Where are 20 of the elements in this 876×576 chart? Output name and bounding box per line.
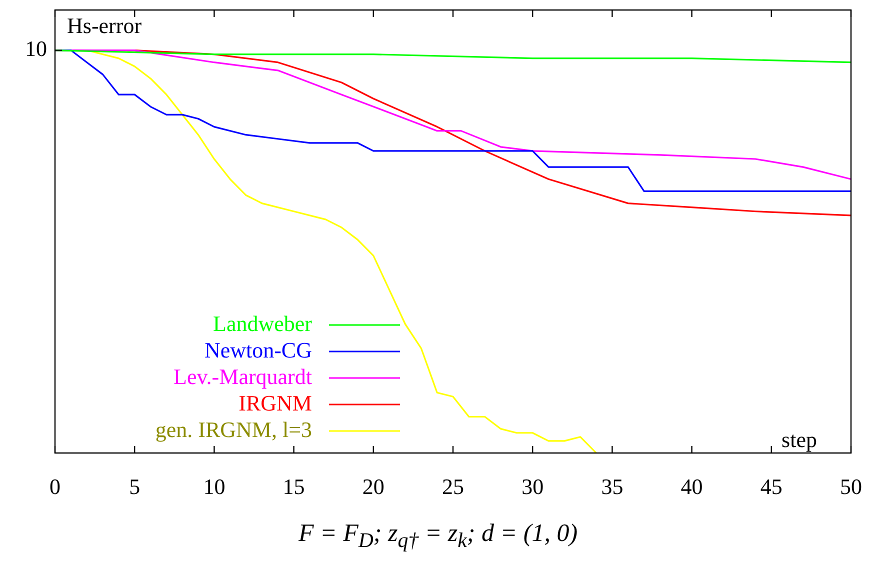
legend-label: Newton-CG (204, 337, 312, 362)
x-tick-label: 5 (129, 474, 140, 499)
x-tick-label: 30 (522, 474, 544, 499)
x-axis-title: step (782, 426, 817, 452)
text: 10 (25, 36, 47, 62)
text: F = F$_{D}$; z$_{q†}$ = z$_{k}$; d = (1, 0) (297, 520, 579, 553)
y-axis-title: Hs-error (67, 12, 142, 38)
legend-label: Landweber (213, 310, 313, 336)
x-tick-label: 10 (203, 474, 226, 499)
x-tick-label: 40 (680, 474, 703, 499)
x-tick-label: 35 (601, 474, 624, 499)
legend-label: gen. IRGNM, l=3 (155, 416, 312, 442)
x-tick-label: 20 (362, 474, 384, 499)
x-tick-label: 15 (282, 474, 305, 499)
legend-label: Lev.-Marquardt (174, 364, 312, 389)
x-tick-label: 45 (760, 474, 782, 499)
legend-label: IRGNM (238, 390, 312, 416)
x-tick-label: 25 (442, 474, 464, 499)
x-tick-label: 50 (840, 474, 862, 499)
x-tick-label: 0 (50, 474, 60, 499)
